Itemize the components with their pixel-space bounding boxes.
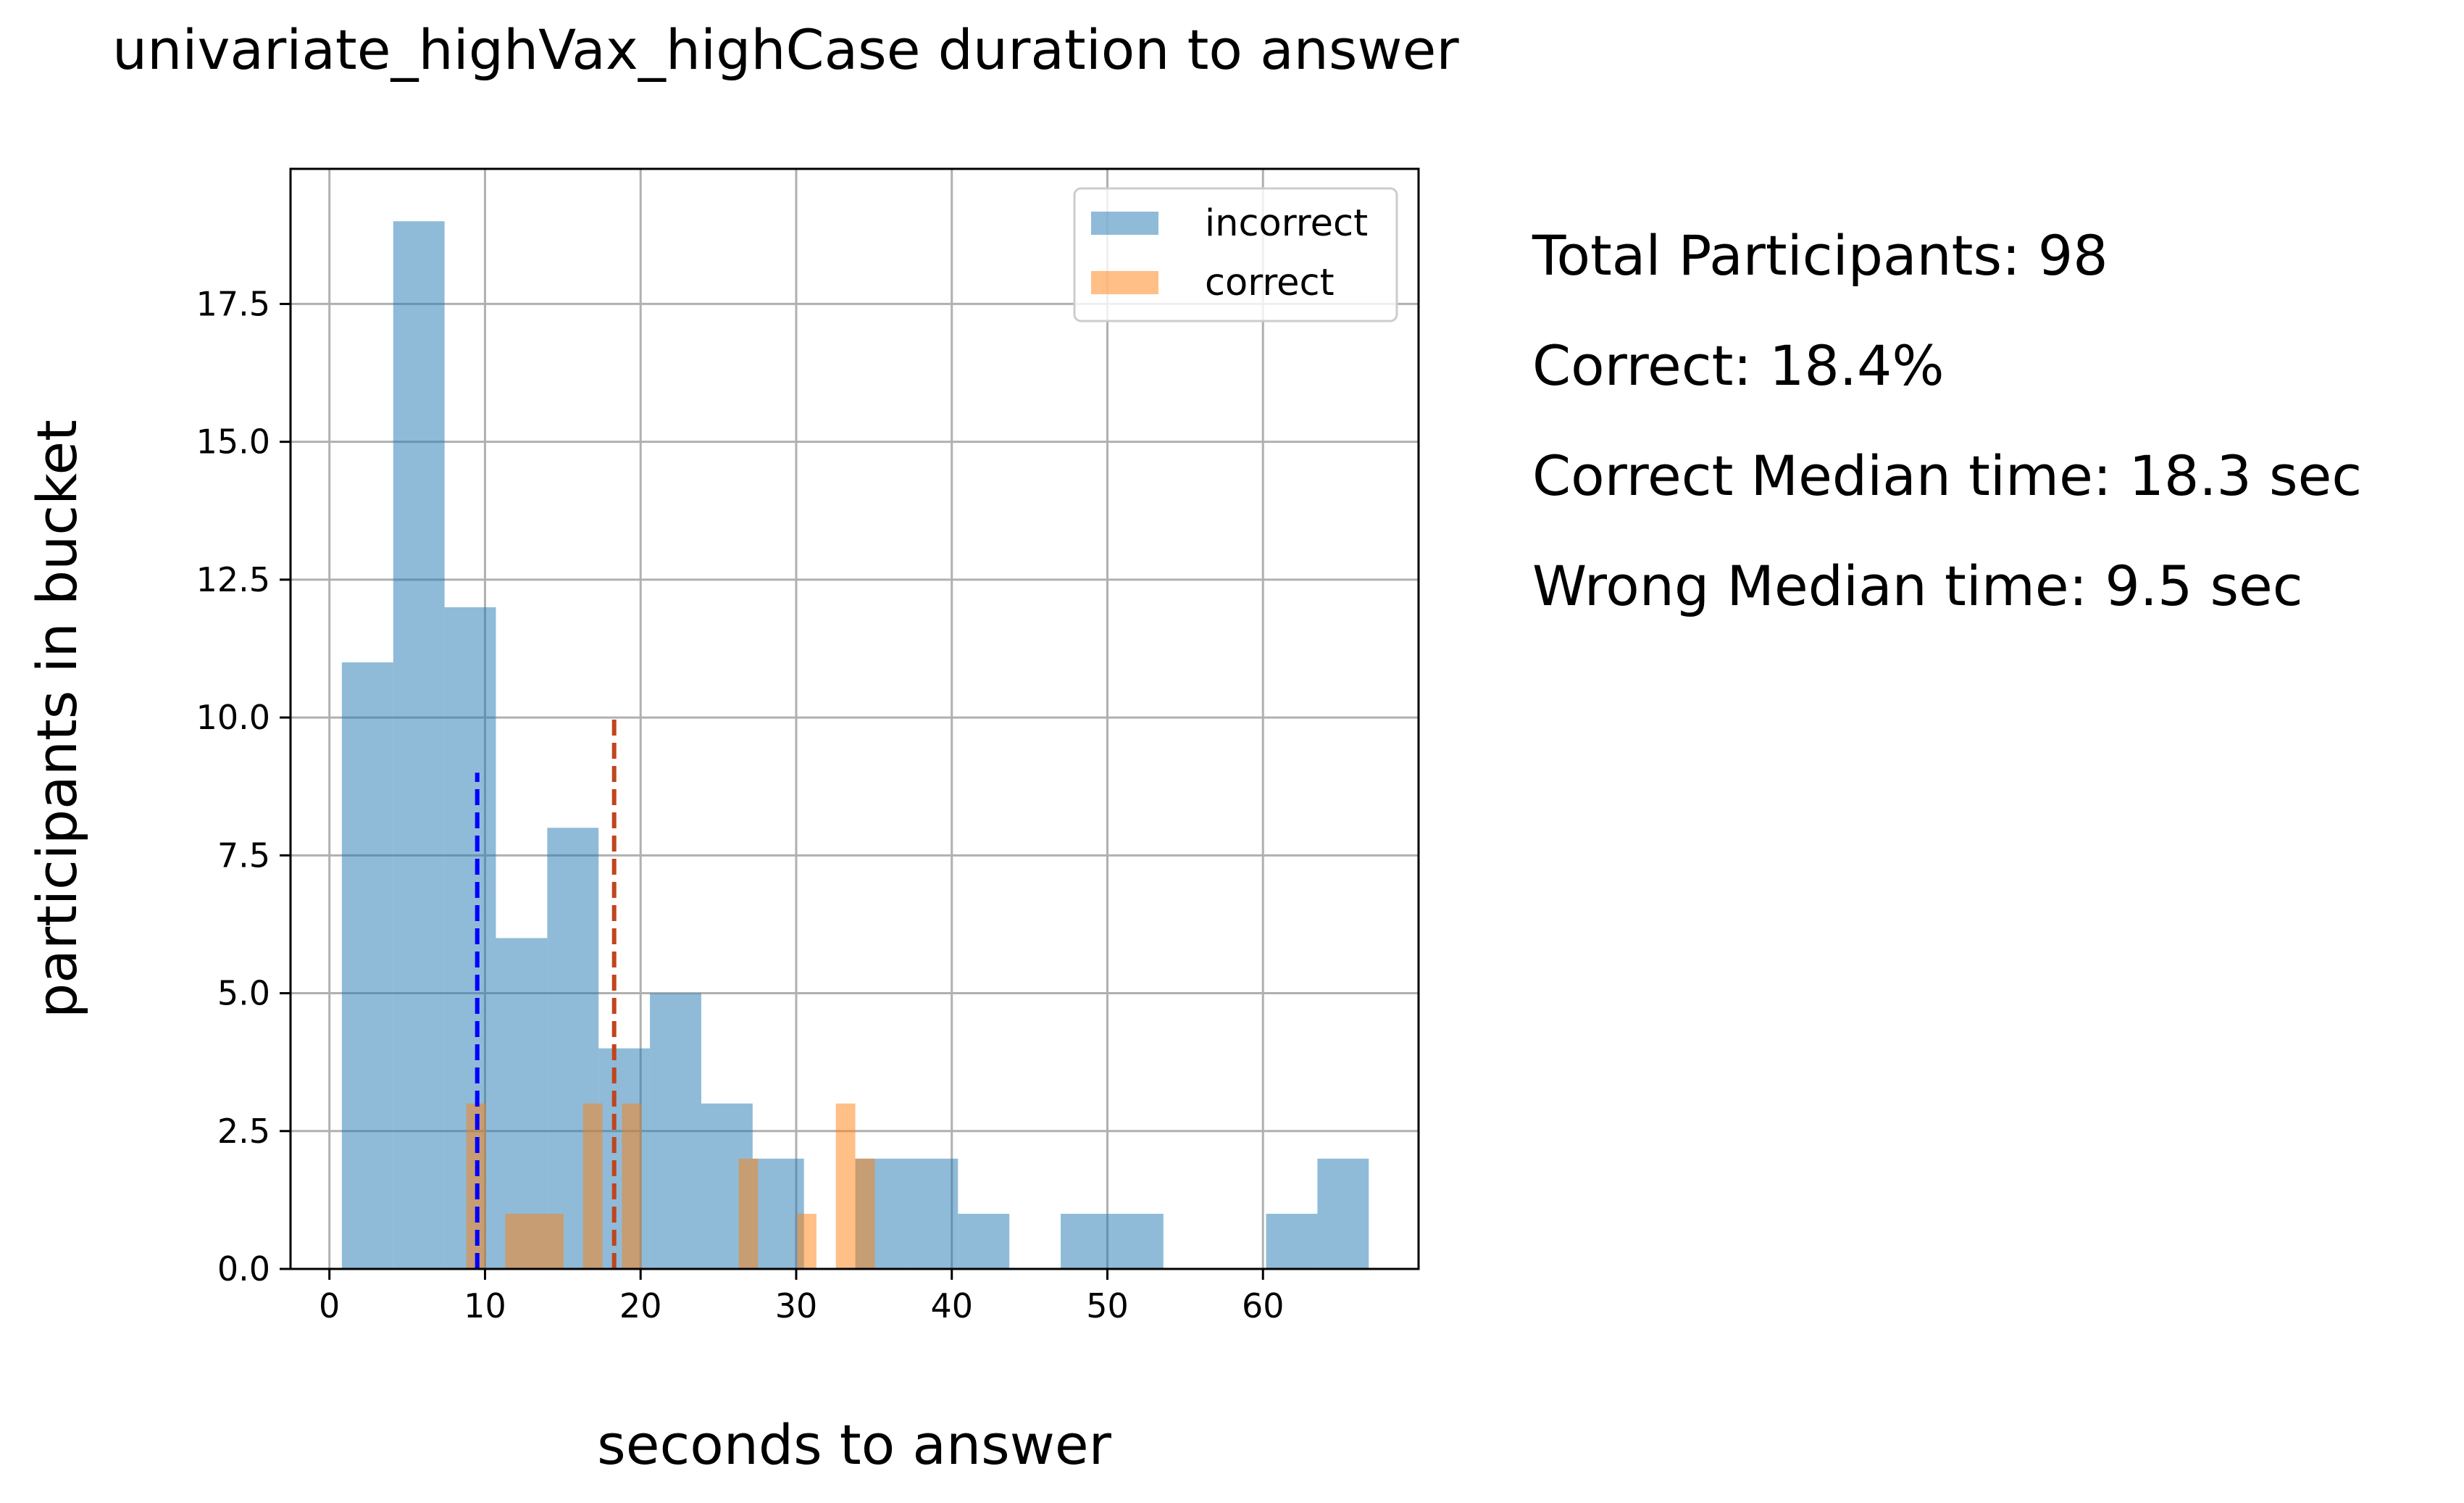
y-axis-label: participants in bucket — [25, 420, 89, 1018]
x-tick-label-6: 60 — [1242, 1286, 1285, 1325]
x-tick-label-3: 30 — [775, 1286, 818, 1325]
legend-swatch-incorrect — [1091, 212, 1158, 235]
legend-label-incorrect: incorrect — [1205, 202, 1368, 245]
bar-incorrect-6 — [650, 993, 701, 1269]
legend-swatch-correct — [1091, 271, 1158, 294]
bar-incorrect-14 — [1061, 1213, 1112, 1269]
bar-correct-2 — [505, 1213, 525, 1269]
y-tick-label-7: 17.5 — [196, 284, 270, 323]
y-tick-label-3: 7.5 — [217, 836, 270, 875]
legend-label-correct: correct — [1205, 262, 1335, 304]
x-axis-ticks: 0 10 20 30 40 50 60 — [319, 1269, 1285, 1325]
bar-incorrect-0 — [341, 662, 393, 1269]
x-tick-label-1: 10 — [464, 1286, 506, 1325]
x-axis-label: seconds to answer — [597, 1412, 1112, 1477]
y-tick-label-4: 10.0 — [196, 698, 270, 737]
x-tick-label-5: 50 — [1086, 1286, 1129, 1325]
correct-percentage: Correct: 18.4% — [1532, 333, 1945, 398]
bar-correct-14 — [835, 1103, 856, 1269]
stats-panel: Total Participants: 98 Correct: 18.4% Co… — [1532, 221, 2362, 662]
bar-incorrect-11 — [906, 1158, 959, 1269]
bar-correct-3 — [525, 1213, 545, 1269]
bar-incorrect-19 — [1317, 1158, 1369, 1269]
y-tick-label-5: 12.5 — [196, 560, 270, 599]
bar-correct-6 — [582, 1103, 603, 1269]
bar-incorrect-1 — [393, 221, 445, 1270]
wrong-median-time: Wrong Median time: 9.5 sec — [1532, 554, 2303, 618]
y-axis-ticks: 0.0 2.5 5.0 7.5 10.0 12.5 15.0 17.5 — [196, 284, 291, 1288]
histogram-bars — [341, 221, 1369, 1270]
bar-incorrect-12 — [958, 1213, 1010, 1269]
y-tick-label-0: 0.0 — [217, 1249, 270, 1288]
bar-correct-12 — [797, 1213, 817, 1269]
y-tick-label-1: 2.5 — [217, 1112, 270, 1151]
bar-incorrect-8 — [752, 1158, 804, 1269]
y-tick-label-2: 5.0 — [217, 974, 270, 1013]
x-tick-label-2: 20 — [619, 1286, 662, 1325]
bar-incorrect-15 — [1111, 1213, 1164, 1269]
bar-incorrect-18 — [1266, 1213, 1318, 1269]
bar-correct-15 — [855, 1158, 875, 1269]
median-lines — [475, 717, 617, 1269]
bar-correct-4 — [544, 1213, 564, 1269]
chart-title: univariate_highVax_highCase duration to … — [112, 17, 1459, 82]
bar-correct-8 — [622, 1103, 642, 1269]
plot-frame — [289, 167, 1420, 1270]
total-participants: Total Participants: 98 — [1532, 223, 2108, 288]
x-tick-label-4: 40 — [930, 1286, 973, 1325]
x-tick-label-0: 0 — [319, 1286, 340, 1325]
bar-correct-10 — [738, 1158, 759, 1269]
y-tick-label-6: 15.0 — [196, 422, 270, 462]
legend: incorrect correct — [1073, 187, 1398, 322]
correct-median-time: Correct Median time: 18.3 sec — [1532, 444, 2363, 508]
